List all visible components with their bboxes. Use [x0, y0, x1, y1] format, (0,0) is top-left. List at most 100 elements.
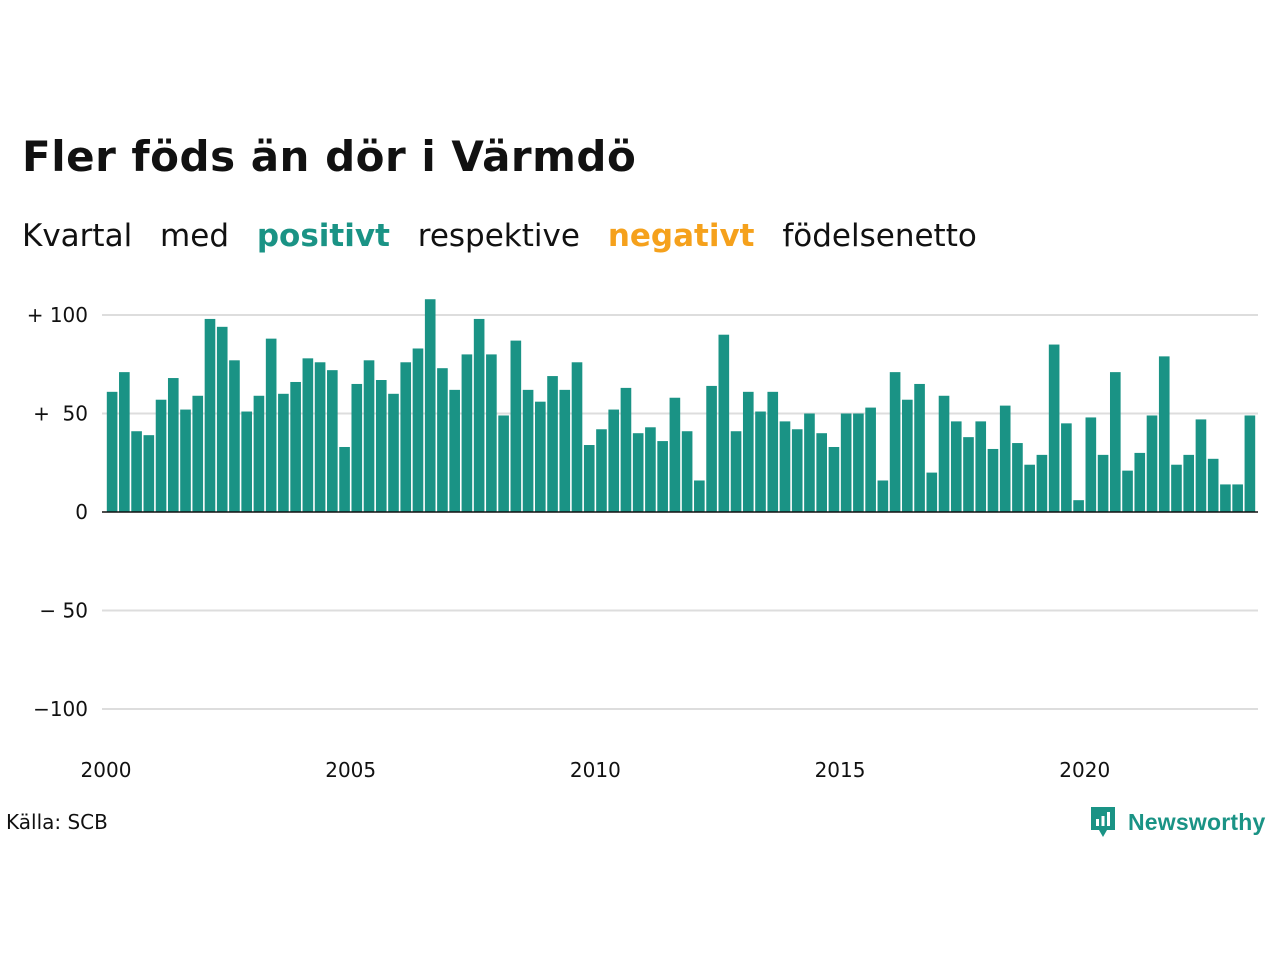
bar-35	[534, 401, 546, 512]
bar-27	[437, 368, 448, 512]
bar-layer	[106, 299, 1256, 512]
bar-10	[229, 360, 240, 512]
bar-41	[608, 409, 620, 512]
newsworthy-chart-bubble-icon	[1091, 807, 1115, 837]
bar-58	[816, 433, 827, 512]
bar-1	[119, 372, 130, 512]
bar-70	[963, 437, 974, 512]
bar-63	[877, 480, 889, 512]
bar-92	[1232, 484, 1243, 512]
bar-87	[1171, 464, 1182, 512]
bar-62	[865, 407, 876, 512]
bar-60	[840, 413, 852, 512]
bar-77	[1048, 344, 1060, 512]
bar-chart: + 100 + 50 0 − 50 −100 2000 2005 2010 2015 2020	[27, 299, 1258, 782]
bar-56	[791, 429, 803, 512]
bar-13	[265, 338, 277, 512]
bar-29	[461, 354, 473, 512]
bar-90	[1207, 458, 1219, 512]
bar-28	[449, 389, 460, 512]
bar-38	[571, 362, 583, 512]
bar-72	[987, 448, 999, 512]
bar-46	[669, 397, 681, 512]
bar-88	[1183, 454, 1195, 512]
bar-86	[1158, 356, 1170, 512]
bar-22	[375, 380, 387, 512]
bar-71	[975, 421, 987, 512]
bar-54	[767, 391, 779, 512]
bar-47	[681, 431, 693, 512]
bar-52	[742, 391, 754, 512]
bar-55	[779, 421, 791, 512]
bar-17	[314, 362, 326, 512]
bar-32	[498, 415, 509, 512]
bar-5	[167, 378, 179, 512]
bar-42	[620, 387, 632, 512]
bar-75	[1024, 464, 1035, 512]
axis-layer: + 100 + 50 0 − 50 −100 2000 2005 2010 2015 2020	[27, 303, 1258, 782]
bar-31	[486, 354, 497, 512]
bar-82	[1109, 372, 1121, 512]
bar-93	[1244, 415, 1256, 512]
bar-26	[424, 299, 436, 512]
bar-16	[302, 358, 314, 512]
bar-59	[828, 446, 840, 512]
bar-68	[938, 395, 950, 512]
x-tick-label-0: 2000	[81, 758, 132, 782]
bar-78	[1061, 423, 1072, 512]
y-tick-label-0: + 100	[27, 303, 88, 327]
bar-84	[1134, 452, 1146, 512]
bar-19	[339, 446, 350, 512]
bar-39	[583, 445, 595, 512]
bar-30	[473, 318, 485, 512]
bar-15	[290, 381, 301, 512]
bar-85	[1146, 415, 1158, 512]
bar-20	[351, 383, 363, 512]
bar-67	[926, 472, 938, 512]
bar-81	[1097, 454, 1109, 512]
y-tick-label-3: − 50	[39, 599, 88, 623]
bar-74	[1012, 443, 1023, 512]
bar-6	[180, 409, 191, 512]
bar-79	[1073, 500, 1084, 512]
x-tick-label-4: 2020	[1059, 758, 1110, 782]
subtitle-word-kvartal: Kvartal	[22, 218, 133, 254]
bar-50	[718, 334, 730, 512]
y-tick-label-2: 0	[75, 500, 88, 524]
bar-53	[755, 411, 766, 512]
bar-40	[596, 429, 607, 512]
bar-37	[559, 389, 571, 512]
subtitle-word-fodelsenetto: födelsenetto	[782, 218, 977, 254]
bar-69	[950, 421, 962, 512]
bar-33	[510, 340, 522, 512]
bar-34	[522, 389, 534, 512]
bar-4	[155, 399, 167, 512]
bar-3	[143, 435, 155, 512]
y-tick-label-1: + 50	[33, 402, 88, 426]
subtitle-word-respektive: respektive	[417, 218, 580, 254]
bar-48	[694, 480, 705, 512]
bar-73	[999, 405, 1011, 512]
bar-2	[131, 431, 142, 512]
bar-18	[327, 370, 338, 512]
bar-89	[1195, 419, 1207, 512]
chart-title: Fler föds än dör i Värmdö	[22, 132, 637, 181]
bar-64	[889, 372, 901, 512]
x-tick-label-3: 2015	[815, 758, 866, 782]
bar-83	[1122, 470, 1133, 512]
bar-76	[1036, 454, 1048, 512]
subtitle-negative-label: negativt	[607, 218, 755, 254]
bar-51	[730, 431, 742, 512]
bar-25	[412, 348, 424, 512]
bar-7	[192, 395, 204, 512]
bar-43	[632, 433, 644, 512]
bar-80	[1085, 417, 1097, 512]
bar-36	[547, 376, 558, 512]
logo-text: Newsworthy	[1128, 808, 1266, 835]
bar-44	[645, 427, 656, 512]
bar-57	[804, 413, 815, 512]
bar-66	[914, 383, 925, 512]
bar-65	[902, 399, 913, 512]
source-note: Källa: SCB	[6, 810, 108, 834]
bar-11	[241, 411, 252, 512]
